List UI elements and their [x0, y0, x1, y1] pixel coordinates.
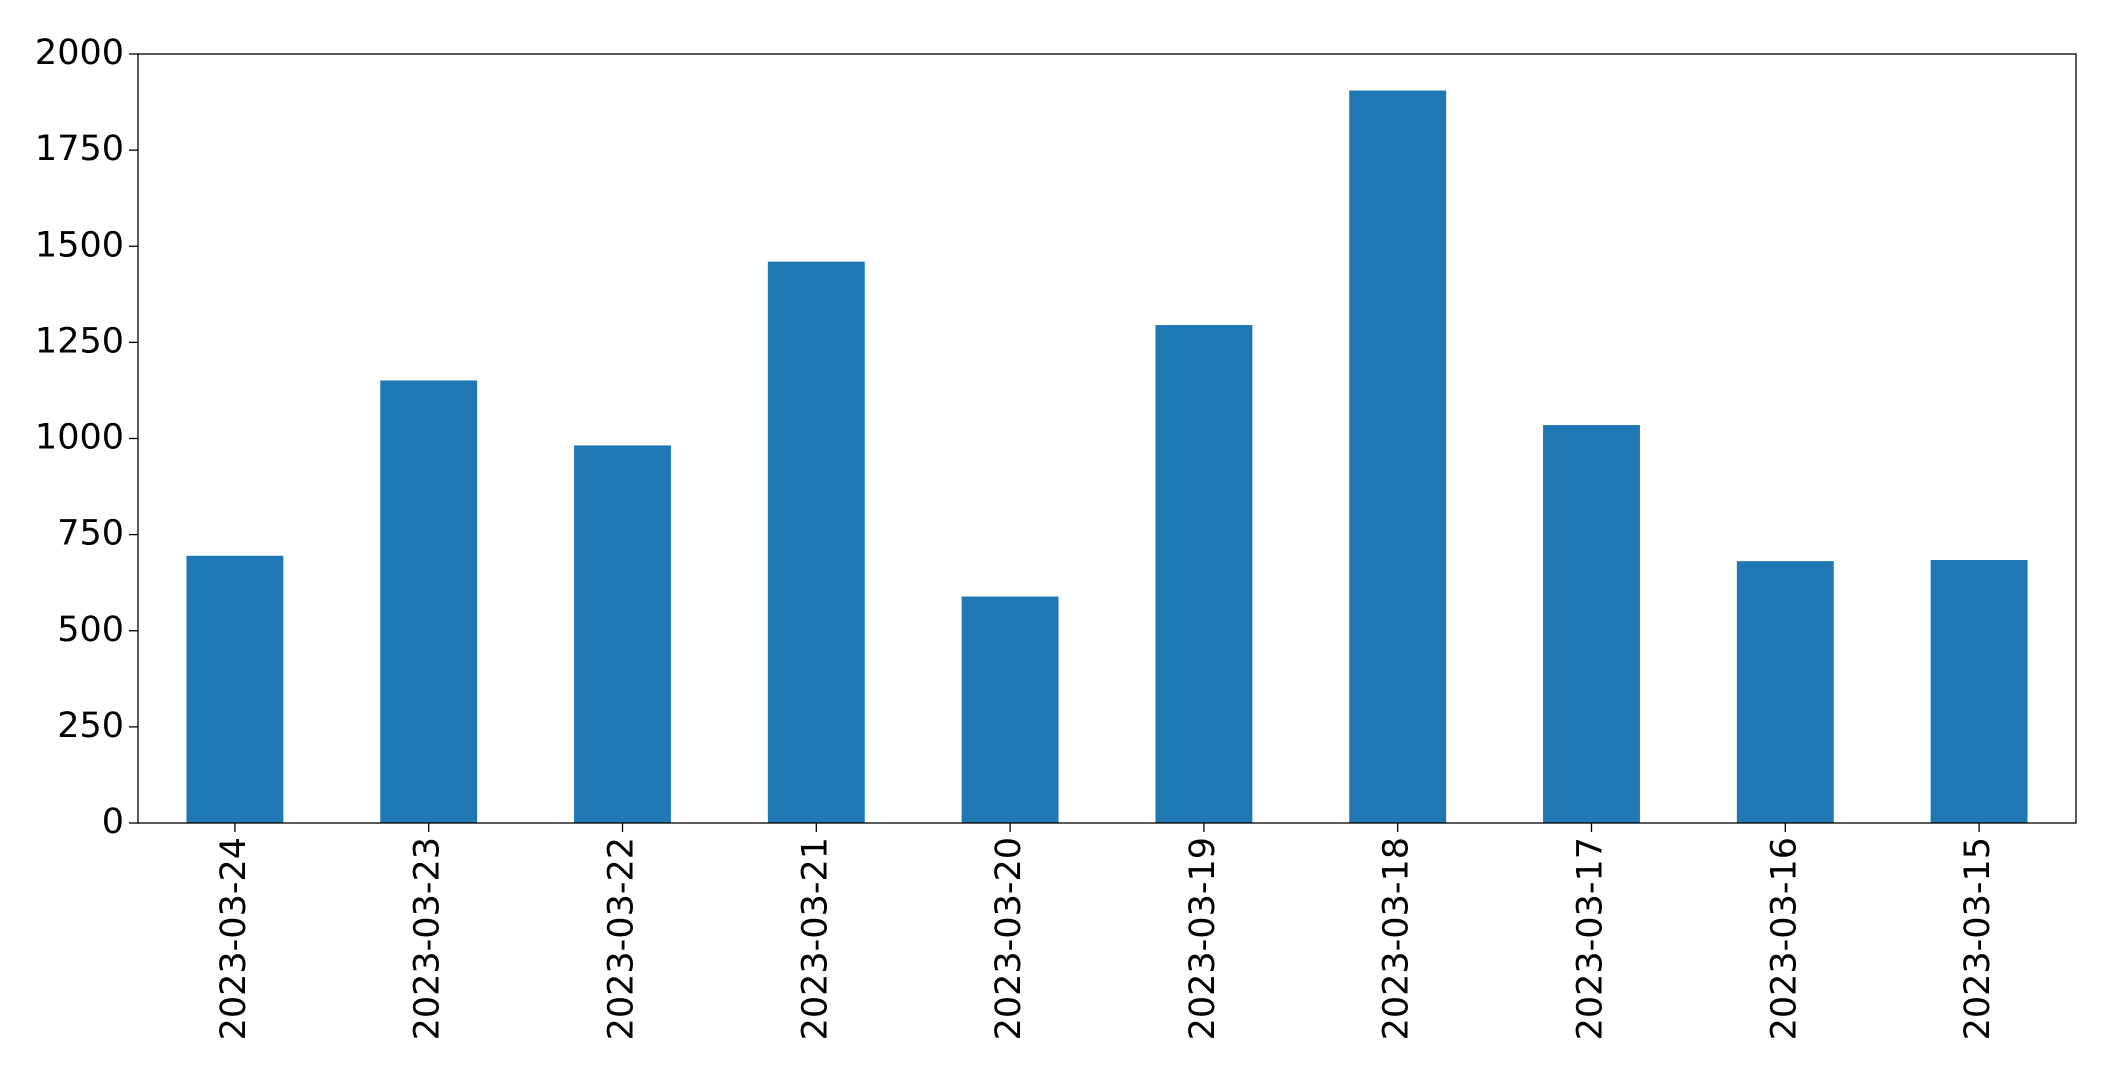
- y-tick-label: 0: [102, 802, 124, 842]
- bar: [380, 380, 478, 823]
- bar: [1736, 561, 1834, 823]
- y-tick-label: 1000: [35, 418, 124, 458]
- bar: [961, 596, 1059, 823]
- bar: [1543, 425, 1640, 823]
- bar: [767, 261, 865, 823]
- x-tick-label: 2023-03-21: [795, 837, 835, 1040]
- plot-frame: [137, 53, 2077, 824]
- bar: [1349, 90, 1447, 824]
- bar: [186, 555, 284, 823]
- x-tick-label: 2023-03-18: [1377, 837, 1417, 1040]
- y-tick-label: 500: [57, 610, 124, 650]
- x-tick-label: 2023-03-22: [602, 837, 642, 1040]
- x-tick-label: 2023-03-19: [1183, 837, 1223, 1040]
- y-tick-label: 250: [57, 706, 124, 746]
- x-tick-label: 2023-03-20: [989, 837, 1029, 1040]
- x-tick-label: 2023-03-23: [408, 837, 448, 1040]
- x-tick-label: 2023-03-24: [214, 837, 254, 1040]
- y-tick-label: 750: [57, 514, 124, 554]
- bar: [1930, 560, 2028, 823]
- bar: [1155, 325, 1253, 823]
- y-tick-label: 2000: [35, 33, 124, 73]
- bar: [574, 445, 671, 823]
- y-tick-label: 1750: [35, 129, 124, 169]
- x-tick-label: 2023-03-15: [1958, 837, 1998, 1040]
- x-tick-label: 2023-03-17: [1571, 837, 1611, 1040]
- y-tick-label: 1250: [35, 321, 124, 361]
- x-tick-label: 2023-03-16: [1764, 837, 1804, 1040]
- y-tick-label: 1500: [35, 225, 124, 265]
